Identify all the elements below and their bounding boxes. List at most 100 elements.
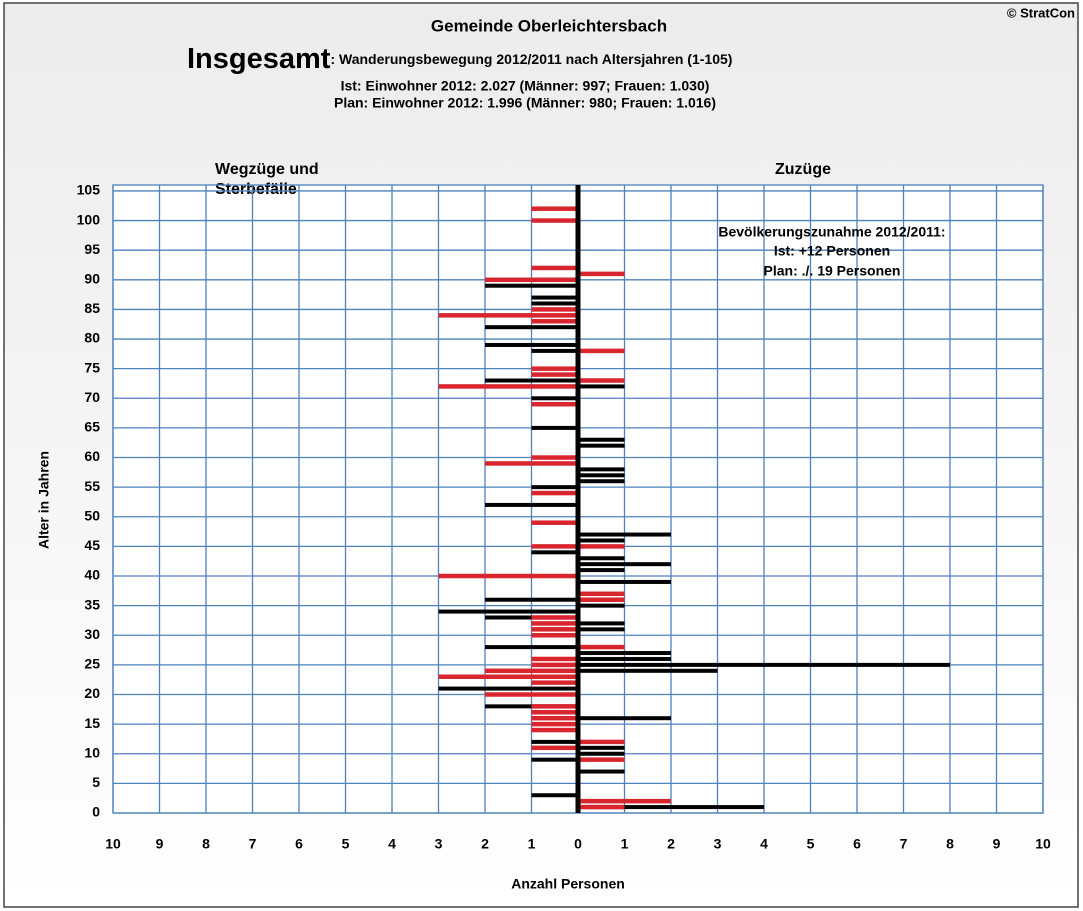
- y-tick-label: 10: [84, 744, 100, 760]
- y-tick-label: 45: [84, 537, 100, 553]
- y-tick-label: 70: [84, 389, 100, 405]
- left-label: Wegzüge und: [215, 161, 319, 178]
- x-tick-label: 2: [667, 836, 675, 852]
- right-label: Zuzüge: [775, 161, 831, 178]
- bar: [578, 597, 625, 602]
- bar: [531, 704, 578, 709]
- bar: [578, 651, 671, 656]
- x-tick-label: 5: [807, 836, 815, 852]
- bar: [531, 348, 578, 353]
- bar: [485, 692, 578, 697]
- bar: [485, 277, 578, 283]
- x-tick-label: 8: [946, 836, 954, 852]
- bar: [531, 662, 578, 668]
- bar: [438, 573, 578, 579]
- y-tick-label: 65: [84, 419, 100, 435]
- bars: [438, 206, 950, 810]
- bar: [578, 544, 625, 549]
- bar: [578, 378, 625, 383]
- bar: [578, 769, 625, 774]
- y-axis-label: Alter in Jahren: [36, 451, 52, 549]
- subtitle-line: Ist: Einwohner 2012: 2.027 (Männer: 997;…: [341, 78, 710, 94]
- bar: [578, 662, 950, 667]
- x-tick-label: 9: [993, 836, 1001, 852]
- bar: [578, 556, 625, 561]
- y-tick-label: 80: [84, 330, 100, 346]
- bar: [531, 319, 578, 324]
- bar: [485, 668, 578, 674]
- bar: [531, 307, 578, 312]
- bar: [578, 798, 671, 804]
- y-tick-label: 105: [77, 182, 101, 198]
- y-tick-label: 55: [84, 478, 100, 494]
- bar: [531, 301, 578, 306]
- x-tick-label: 6: [295, 836, 303, 852]
- y-tick-label: 35: [84, 596, 100, 612]
- bar: [531, 520, 578, 525]
- bar: [578, 805, 764, 810]
- bar: [438, 609, 578, 614]
- bar: [531, 656, 578, 662]
- bar: [578, 668, 718, 673]
- bar: [578, 716, 671, 721]
- x-tick-label: 2: [481, 836, 489, 852]
- bar: [531, 757, 578, 762]
- y-tick-label: 85: [84, 300, 100, 316]
- x-tick-label: 0: [574, 836, 582, 852]
- y-tick-label: 20: [84, 685, 100, 701]
- x-tick-label: 10: [1035, 836, 1051, 852]
- bar: [578, 757, 625, 762]
- bar: [438, 313, 578, 318]
- bar: [578, 479, 625, 484]
- bar: [485, 325, 578, 330]
- bar: [531, 485, 578, 490]
- y-tick-label: 0: [92, 804, 100, 820]
- x-tick-label: 4: [388, 836, 396, 852]
- x-tick-label: 8: [202, 836, 210, 852]
- bar: [531, 627, 578, 632]
- x-tick-label: 5: [342, 836, 350, 852]
- annotation: Bevölkerungszunahme 2012/2011:: [718, 224, 945, 240]
- x-tick-label: 3: [714, 836, 722, 852]
- subtitle-lead: Insgesamt: [187, 43, 331, 75]
- bar: [531, 425, 578, 430]
- bar: [531, 739, 578, 744]
- bar: [485, 597, 578, 602]
- bar: [485, 342, 578, 347]
- y-tick-label: 30: [84, 626, 100, 642]
- x-tick-label: 10: [105, 836, 121, 852]
- bar: [485, 461, 578, 466]
- bar: [531, 372, 578, 377]
- bar: [578, 437, 625, 442]
- bar: [578, 591, 625, 597]
- bar: [531, 615, 578, 620]
- bar: [578, 568, 625, 573]
- overlay: Bevölkerungszunahme 2012/2011: Ist: +12 P…: [575, 185, 946, 813]
- bar: [531, 218, 578, 223]
- bar: [578, 348, 625, 354]
- bar: [531, 206, 578, 211]
- bar: [531, 710, 578, 715]
- bar: [531, 745, 578, 751]
- bar: [438, 686, 578, 691]
- bar: [578, 656, 671, 661]
- y-tick-label: 90: [84, 270, 100, 286]
- x-tick-label: 9: [156, 836, 164, 852]
- bar: [531, 265, 578, 271]
- bar: [531, 621, 578, 626]
- bar: [531, 490, 578, 496]
- bar: [485, 502, 578, 507]
- subtitle: Insgesamt: Wanderungsbewegung 2012/2011 …: [187, 43, 732, 75]
- bar: [485, 378, 578, 383]
- bar: [578, 739, 625, 745]
- bar: [578, 473, 625, 478]
- bar: [578, 603, 625, 608]
- bar: [485, 645, 578, 650]
- y-tick-label: 95: [84, 241, 100, 257]
- bar: [578, 271, 625, 277]
- bar: [531, 396, 578, 401]
- bar: [578, 579, 671, 584]
- bar: [578, 562, 671, 567]
- bar: [485, 283, 578, 288]
